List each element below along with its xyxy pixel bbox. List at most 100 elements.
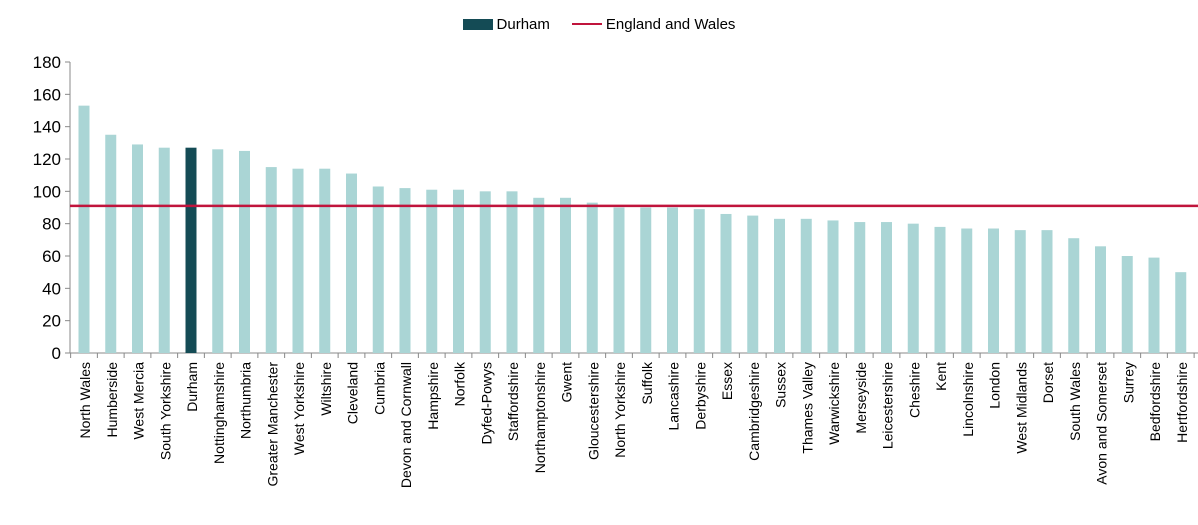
x-tick-label: Sussex	[773, 362, 789, 408]
bar-west-yorkshire	[292, 168, 304, 353]
x-tick-label: Durham	[184, 362, 200, 412]
legend-label-england-wales: England and Wales	[605, 15, 736, 33]
x-tick-label: Northamptonshire	[532, 362, 548, 473]
x-tick-label: West Mercia	[131, 362, 147, 440]
bar-essex	[720, 213, 732, 353]
bar-bedfordshire	[1148, 257, 1160, 353]
legend-entry-england-wales: England and Wales	[571, 15, 736, 33]
x-tick-label: Surrey	[1120, 362, 1136, 403]
bar-merseyside	[854, 222, 866, 353]
bar-derbyshire	[693, 209, 705, 353]
bar-warwickshire	[827, 220, 839, 353]
x-tick-label: Gloucestershire	[585, 362, 601, 460]
x-tick-label: Kent	[933, 362, 949, 391]
y-tick-label: 20	[42, 312, 61, 331]
bar-lancashire	[667, 207, 678, 353]
x-tick-label: South Wales	[1067, 362, 1083, 441]
x-tick-label: Lincolnshire	[960, 362, 976, 437]
x-tick-label: Greater Manchester	[264, 362, 280, 487]
bar-thames-valley	[800, 218, 812, 353]
x-tick-label: Cambridgeshire	[746, 362, 762, 461]
bar-london	[988, 228, 999, 353]
x-tick-label: West Yorkshire	[291, 362, 307, 455]
bar-wiltshire	[319, 168, 331, 353]
legend-swatch-england-wales	[571, 23, 602, 25]
x-tick-label: Devon and Cornwall	[398, 362, 414, 488]
bar-south-yorkshire	[158, 147, 170, 353]
bar-west-midlands	[1014, 230, 1026, 353]
bar-cambridgeshire	[747, 215, 759, 353]
bar-sussex	[774, 218, 785, 353]
bar-west-mercia	[132, 144, 143, 353]
x-tick-label: Gwent	[559, 362, 575, 403]
bar-nottinghamshire	[212, 149, 224, 353]
x-tick-label: Norfolk	[452, 361, 468, 406]
bar-norfolk	[453, 189, 464, 353]
legend-swatch-durham	[462, 18, 493, 30]
x-tick-label: Warwickshire	[826, 362, 842, 445]
y-tick-label: 0	[52, 344, 61, 363]
bar-hertfordshire	[1175, 272, 1187, 353]
bar-humberside	[105, 134, 117, 353]
bar-dyfed-powys	[479, 191, 491, 353]
y-tick-label: 60	[42, 247, 61, 266]
x-tick-label: Dyfed-Powys	[478, 362, 494, 444]
bar-north-wales	[78, 105, 90, 354]
y-tick-label: 140	[33, 118, 61, 137]
x-tick-label: North Yorkshire	[612, 362, 628, 458]
bar-cleveland	[346, 173, 357, 353]
x-tick-label: Merseyside	[853, 362, 869, 434]
bar-gloucestershire	[586, 202, 598, 353]
bar-hampshire	[426, 189, 438, 353]
bar-gwent	[560, 197, 571, 353]
x-tick-label: Nottinghamshire	[211, 362, 227, 464]
bar-northamptonshire	[533, 197, 545, 353]
y-tick-label: 180	[33, 53, 61, 72]
bar-south-wales	[1068, 238, 1080, 353]
x-tick-label: Essex	[719, 362, 735, 400]
x-tick-label: London	[987, 362, 1003, 409]
x-tick-label: South Yorkshire	[157, 362, 173, 460]
x-tick-label: West Midlands	[1013, 362, 1029, 454]
y-tick-label: 120	[33, 150, 61, 169]
x-tick-label: North Wales	[77, 362, 93, 439]
legend-label-durham: Durham	[496, 15, 550, 33]
bar-lincolnshire	[961, 228, 973, 353]
bar-north-yorkshire	[613, 207, 625, 353]
chart-legend: Durham England and Wales	[0, 14, 1198, 34]
y-tick-label: 160	[33, 85, 61, 104]
x-tick-label: Dorset	[1040, 362, 1056, 403]
x-tick-label: Staffordshire	[505, 362, 521, 441]
x-tick-label: Cheshire	[906, 362, 922, 418]
bar-suffolk	[640, 207, 652, 353]
bar-devon-and-cornwall	[399, 188, 411, 353]
y-tick-label: 40	[42, 279, 61, 298]
x-tick-label: Cumbria	[371, 362, 387, 415]
bar-kent	[934, 226, 946, 353]
x-tick-label: Hampshire	[425, 362, 441, 430]
x-tick-label: Hertfordshire	[1174, 362, 1190, 443]
bar-dorset	[1041, 230, 1053, 353]
x-tick-label: Lancashire	[666, 362, 682, 431]
bar-durham	[185, 147, 197, 353]
bar-cheshire	[907, 223, 919, 353]
y-tick-label: 80	[42, 215, 61, 234]
x-tick-label: Northumbria	[238, 362, 254, 439]
x-tick-label: Suffolk	[639, 361, 655, 405]
bar-cumbria	[372, 186, 384, 353]
bar-surrey	[1121, 256, 1133, 353]
x-tick-label: Leicestershire	[880, 362, 896, 449]
y-tick-label: 100	[33, 182, 61, 201]
bar-avon-and-somerset	[1095, 246, 1106, 353]
legend-entry-durham: Durham	[462, 15, 550, 33]
x-tick-label: Derbyshire	[692, 362, 708, 430]
x-tick-label: Cleveland	[345, 362, 361, 424]
x-tick-label: Wiltshire	[318, 362, 334, 416]
bar-leicestershire	[881, 222, 892, 353]
x-tick-label: Humberside	[104, 362, 120, 438]
x-tick-label: Bedfordshire	[1147, 362, 1163, 442]
x-tick-label: Thames Valley	[799, 362, 815, 454]
bar-northumbria	[239, 150, 250, 353]
